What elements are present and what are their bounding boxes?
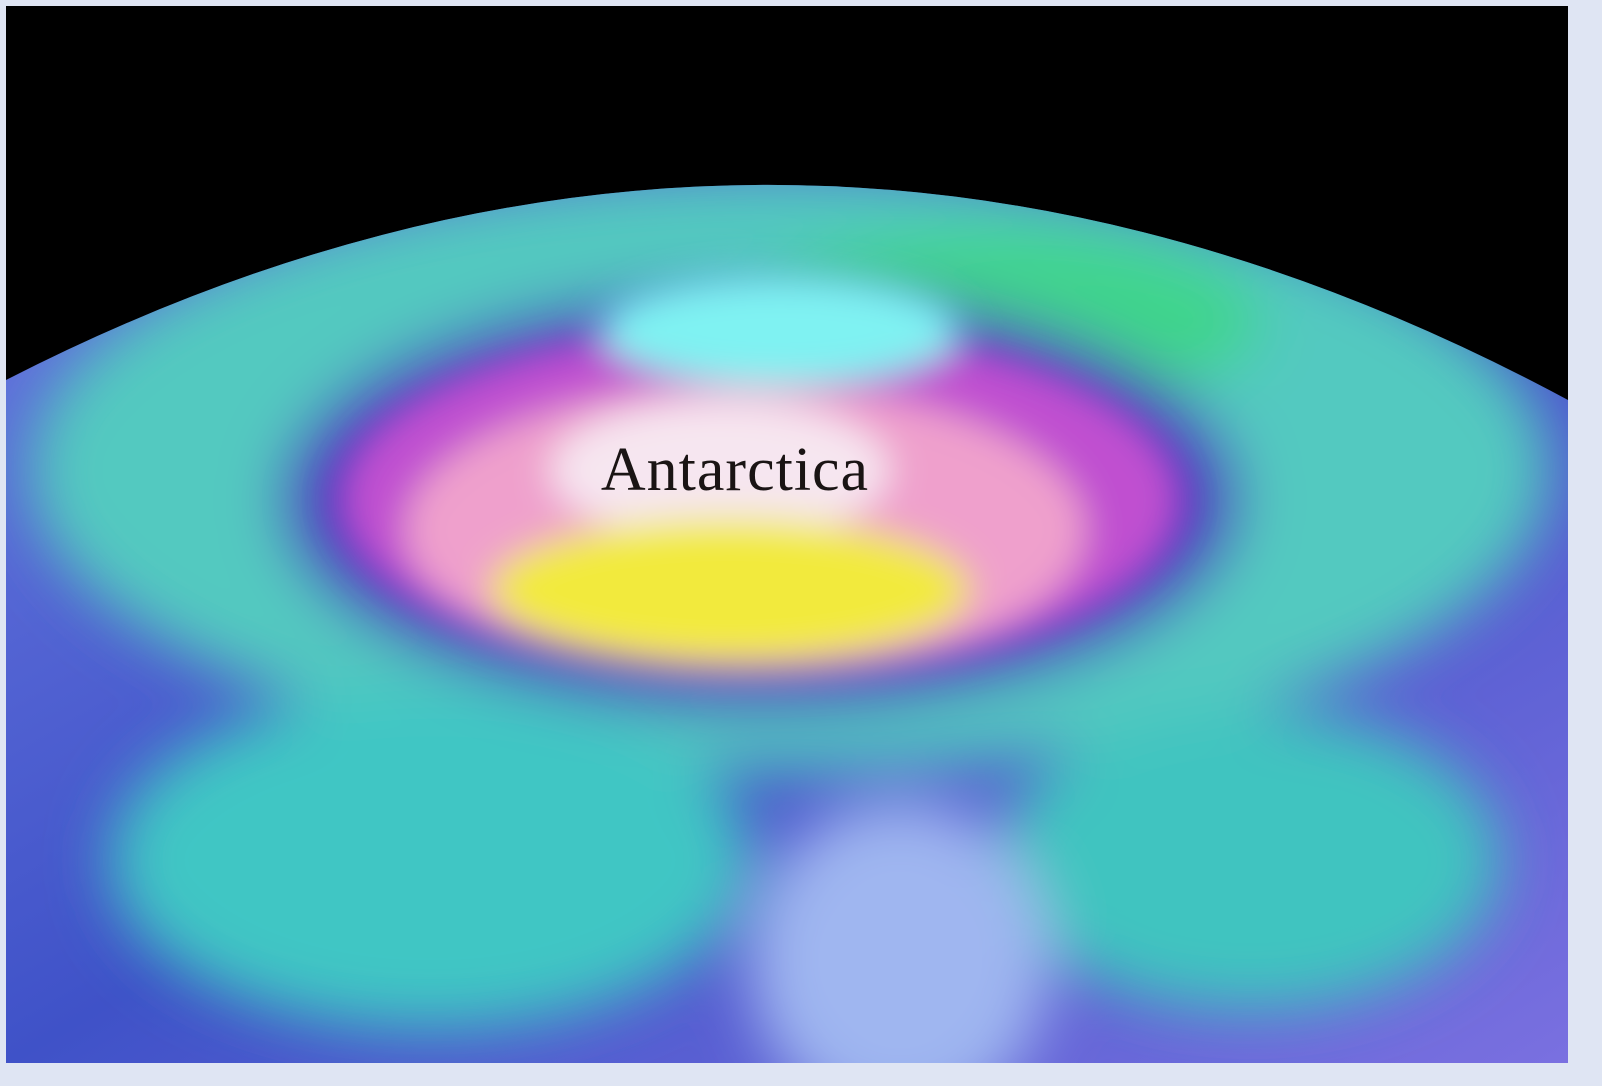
globe xyxy=(6,184,1568,1063)
place-label: Antarctica xyxy=(601,436,869,504)
